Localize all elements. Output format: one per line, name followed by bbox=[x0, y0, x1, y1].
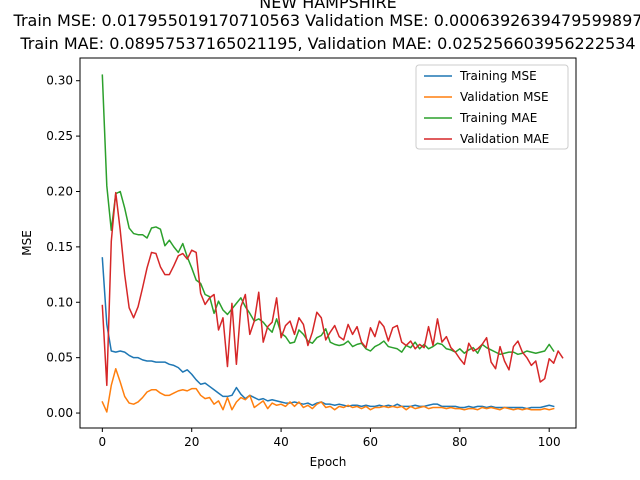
x-tick-label: 0 bbox=[99, 435, 107, 449]
legend-label: Training MAE bbox=[459, 111, 537, 125]
x-tick-label: 60 bbox=[363, 435, 378, 449]
x-tick-label: 20 bbox=[184, 435, 199, 449]
legend-label: Training MSE bbox=[459, 69, 537, 83]
y-tick-label: 0.05 bbox=[46, 351, 73, 365]
legend-box bbox=[415, 64, 569, 150]
axis-ticks: 0 20 40 60 80 100 0.00 0.05 0.10 0.15 0.20 0.25 0.30 bbox=[46, 74, 560, 449]
legend-label: Validation MAE bbox=[460, 132, 549, 146]
y-tick-label: 0.10 bbox=[46, 295, 73, 309]
y-tick-label: 0.20 bbox=[46, 184, 73, 198]
x-tick-label: 80 bbox=[452, 435, 467, 449]
x-tick-label: 100 bbox=[538, 435, 561, 449]
legend-label: Validation MSE bbox=[460, 90, 549, 104]
chart-title-line-3: Train MAE: 0.08957537165021195, Validati… bbox=[19, 34, 635, 53]
y-tick-label: 0.30 bbox=[46, 74, 73, 88]
legend: Training MSE Validation MSE Training MAE Va… bbox=[415, 64, 569, 150]
chart-title-line-2: Train MSE: 0.017955019170710563 Validati… bbox=[13, 11, 640, 30]
y-tick-label: 0.25 bbox=[46, 129, 73, 143]
y-tick-label: 0.15 bbox=[46, 240, 73, 254]
series-line-validation-mse bbox=[101, 367, 555, 413]
y-axis-label: MSE bbox=[20, 230, 34, 256]
x-tick-label: 40 bbox=[273, 435, 288, 449]
series-line-validation-mae bbox=[101, 191, 564, 387]
chart-title-line-1: NEW HAMPSHIRE bbox=[259, 0, 397, 12]
series-lines bbox=[101, 74, 564, 413]
y-tick-label: 0.00 bbox=[46, 406, 73, 420]
x-axis-label: Epoch bbox=[310, 455, 347, 469]
series-line-training-mse bbox=[101, 257, 555, 410]
plot-area-frame bbox=[79, 57, 577, 429]
